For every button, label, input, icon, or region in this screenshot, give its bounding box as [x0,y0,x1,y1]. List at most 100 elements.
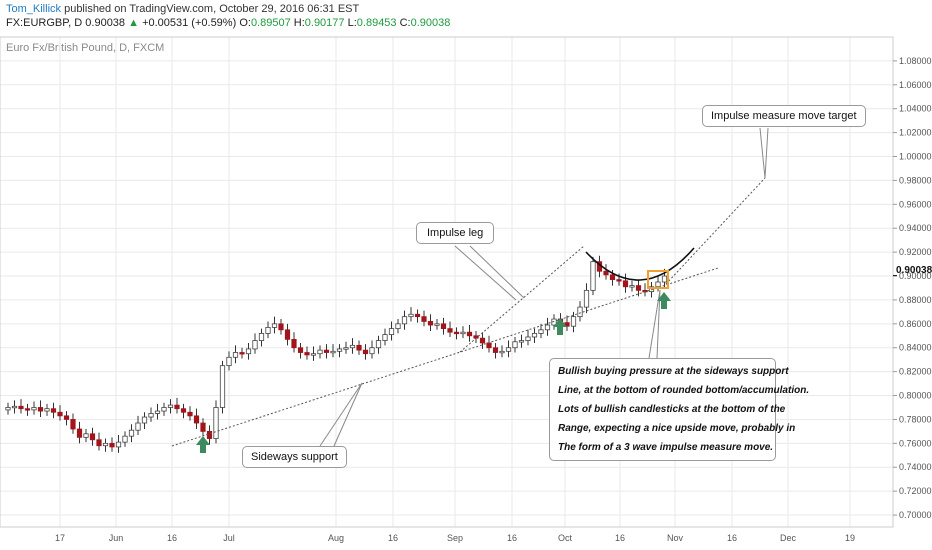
y-tick-label: 0.76000 [899,438,932,448]
bullish-candle [525,336,531,341]
y-tick-label: 0.88000 [899,295,932,305]
bullish-candle [83,433,89,438]
bullish-candle [219,365,226,408]
bullish-candle [505,347,512,352]
bullish-candle [583,289,590,308]
x-tick-label: Jul [223,533,235,543]
bullish-candle [154,410,161,414]
bearish-candle [492,347,499,353]
bullish-candle [408,313,414,318]
y-tick-label: 1.00000 [899,152,932,162]
bearish-candle [70,419,76,430]
y-tick-label: 0.78000 [899,414,932,424]
y-tick-label: 0.70000 [899,510,932,520]
bullish-candle [551,318,557,326]
low-label: L: [347,17,357,29]
high-label: H: [293,17,305,29]
bearish-candle [323,349,330,353]
bullish-candle [544,324,551,331]
bullish-candle [135,422,141,431]
bullish-candle [11,405,18,409]
bearish-candle [297,347,304,353]
bullish-line-4: Range, expecting a nice upside move, pro… [558,423,796,434]
x-tick-label: 16 [507,533,517,543]
published-text: published on TradingView.com, October 29… [64,3,360,15]
bullish-candle [317,349,323,355]
x-tick-label: 16 [167,533,177,543]
support-pointer [319,382,363,447]
bullish-candle [252,340,258,350]
bullish-candle [343,347,349,350]
buy-arrow-icon [657,292,671,309]
bullish-candle [434,323,440,326]
bearish-candle [486,342,492,349]
x-tick-label: 16 [615,533,625,543]
bullish-candle [167,404,174,408]
bearish-candle [109,442,115,448]
bearish-candle [180,408,187,413]
y-tick-label: 0.92000 [899,247,932,257]
bearish-candle [18,405,24,410]
bearish-candle [239,352,245,355]
bullish-candle [661,275,668,283]
bearish-candle [76,428,83,438]
rounded-bottom-curve [585,247,695,281]
bullish-candle [336,348,343,352]
bullish-line-2: Line, at the bottom of rounded bottom/ac… [558,385,810,396]
impulse-leg-pointer-2 [454,245,517,301]
bearish-candle [193,415,200,424]
bullish-candle [531,332,538,338]
bearish-candle [479,337,486,344]
y-tick-label: 1.06000 [899,80,932,90]
bearish-candle [50,408,57,413]
y-tick-label: 1.08000 [899,56,932,66]
bullish-candle [655,281,661,288]
bearish-candle [187,411,193,417]
bearish-candle [57,411,63,417]
change-value: +0.00531 (+0.59%) [142,17,237,29]
highlight-box [647,270,669,289]
bullish-candle [258,332,265,341]
impulse-leg-callout: Impulse leg [416,222,495,244]
impulse-target-callout: Impulse measure move target [702,105,866,127]
author-link[interactable]: Tom_Killick [6,3,62,15]
y-tick-label: 0.84000 [899,343,932,353]
bearish-candle [603,270,609,276]
bullish-candle [512,341,518,349]
y-tick-label: 0.94000 [899,223,932,233]
bearish-candle [37,407,44,412]
measure-move-line [665,177,766,285]
bearish-candle [421,316,427,322]
symbol-ohlc: FX:EURGBP, D 0.90038 ▲ +0.00531 (+0.59%)… [6,17,450,29]
x-tick-label: Aug [328,533,344,543]
low-value: 0.89453 [356,17,397,29]
bullish-candle [629,285,635,288]
bearish-candle [206,430,213,439]
bullish-candle [5,407,11,411]
bearish-candle [96,439,102,447]
close-label: C: [399,17,411,29]
y-tick-label: 0.90000 [899,271,932,281]
bullish-candle [518,340,525,343]
bullish-pointer [648,289,661,359]
x-tick-label: 16 [727,533,737,543]
bullish-candle [141,416,148,424]
bullish-candle [122,435,128,443]
bullish-candle [577,306,583,318]
y-tick-label: 0.72000 [899,486,932,496]
x-tick-label: Sep [447,533,463,543]
change-up-icon: ▲ [128,17,139,29]
annotation-layer [171,127,769,453]
y-tick-label: 0.86000 [899,319,932,329]
publish-info: Tom_Killick published on TradingView.com… [6,3,359,15]
bullish-candle [395,323,401,330]
symbol-name: FX:EURGBP, D [6,17,83,29]
buy-arrow-icon [196,436,210,453]
bearish-candle [609,274,616,281]
bullish-candle [310,353,317,356]
bullish-candle [460,331,466,335]
impulse-leg-pointer [469,245,525,299]
bearish-candle [63,415,70,420]
y-tick-label: 0.98000 [899,175,932,185]
